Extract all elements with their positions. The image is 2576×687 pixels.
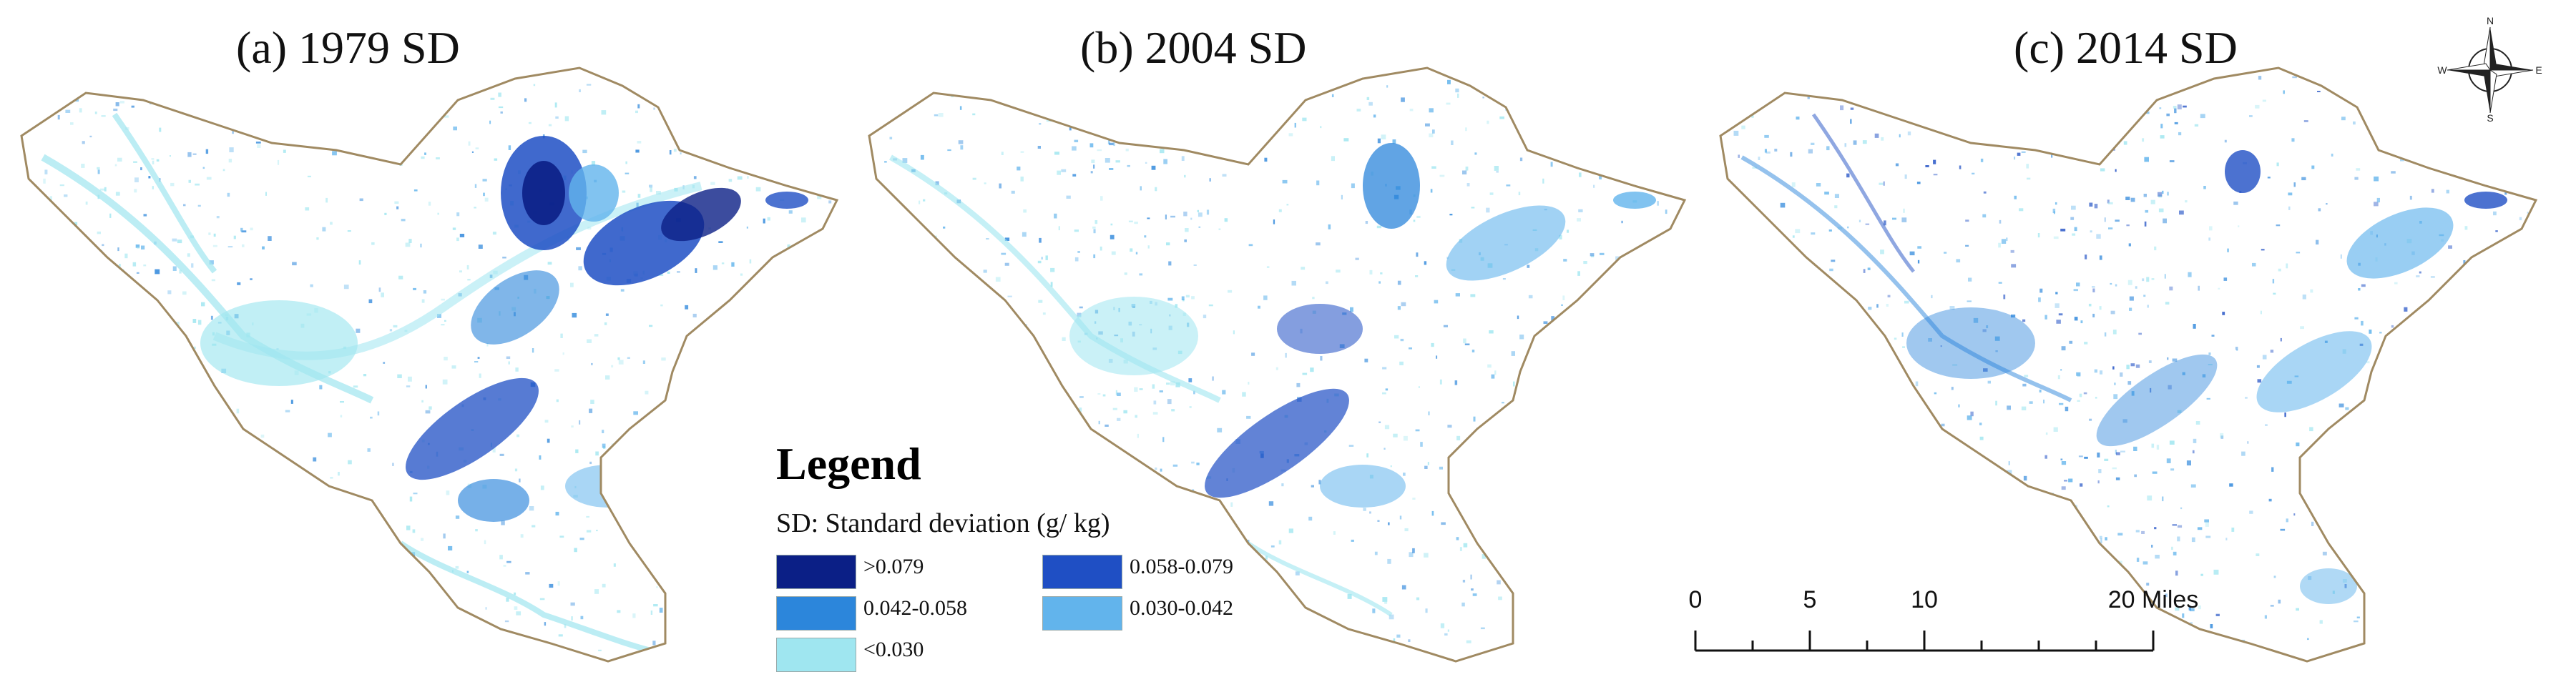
legend-label: 0.030-0.042 (1130, 596, 1233, 620)
legend-swatch (776, 555, 856, 589)
map-panel-2004: (b) 2004 SD (848, 0, 1706, 687)
legend-heading: Legend (776, 438, 921, 489)
compass-n-label: N (2487, 15, 2494, 26)
legend-swatch (1042, 555, 1122, 589)
scale-label-0: 0 (1688, 586, 1703, 613)
legend-swatch (776, 596, 856, 631)
panel-title-1979: (a) 1979 SD (236, 22, 460, 73)
compass-e-label: E (2535, 64, 2542, 76)
map-2004 (868, 66, 1686, 663)
panel-title-2004: (b) 2004 SD (1080, 22, 1307, 73)
legend-swatch (776, 638, 856, 672)
north-arrow-icon: N S E W (2437, 14, 2544, 124)
map-1979 (20, 66, 838, 663)
panel-title-2014: (c) 2014 SD (2014, 22, 2238, 73)
legend-label: <0.030 (863, 638, 924, 661)
legend-swatch (1042, 596, 1122, 631)
legend-label: 0.058-0.079 (1130, 555, 1233, 578)
map-panel-1979: (a) 1979 SD (0, 0, 858, 687)
scale-label-10: 10 (1911, 586, 1938, 613)
compass-s-label: S (2487, 112, 2493, 122)
map-legend: Legend SD: Standard deviation (g/ kg) >0… (776, 438, 1291, 681)
compass-rose-icon: N S E W (2437, 15, 2542, 124)
scale-bar-graphic (1694, 631, 2155, 652)
map-panel-2014: (c) 2014 SD (1699, 0, 2557, 687)
scale-label-20: 20 Miles (2107, 586, 2199, 613)
map-2014 (1719, 66, 2537, 663)
legend-subtitle: SD: Standard deviation (g/ kg) (776, 508, 1110, 538)
scale-label-5: 5 (1803, 586, 1817, 613)
scale-bar: 0 5 10 20 Miles (1667, 586, 2198, 665)
compass-w-label: W (2437, 64, 2447, 76)
legend-label: 0.042-0.058 (863, 596, 967, 620)
legend-label: >0.079 (863, 555, 924, 578)
